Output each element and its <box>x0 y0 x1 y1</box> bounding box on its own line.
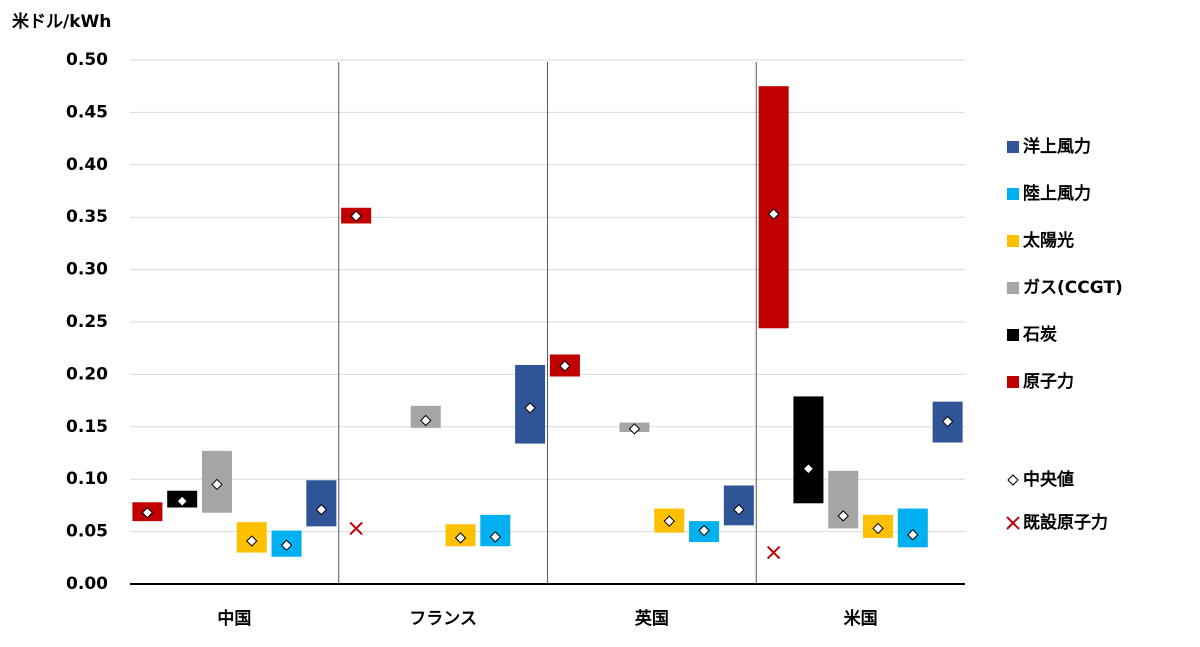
median-marker <box>176 495 188 507</box>
range-bar <box>793 396 824 504</box>
x-tick-label: 英国 <box>635 608 669 629</box>
median-marker <box>837 510 849 522</box>
median-marker <box>941 415 954 428</box>
median-marker <box>489 531 502 543</box>
y-tick-label: 0.00 <box>66 574 108 594</box>
legend-swatch <box>1007 329 1019 341</box>
legend-swatch <box>1007 188 1019 200</box>
range-bar <box>758 86 789 329</box>
existing-marker <box>349 521 363 536</box>
median-marker <box>246 535 258 547</box>
median-marker <box>872 522 884 535</box>
median-marker <box>524 402 536 414</box>
y-tick-label: 0.30 <box>66 260 108 280</box>
legend-label: 原子力 <box>1023 371 1074 392</box>
median-marker <box>767 208 780 220</box>
legend-label: 洋上風力 <box>1023 136 1091 157</box>
median-marker <box>280 539 293 551</box>
y-tick-label: 0.15 <box>66 417 108 437</box>
range-bar <box>306 480 337 527</box>
legend-swatch <box>1007 141 1019 153</box>
median-marker <box>141 507 154 519</box>
legend-label: 石炭 <box>1022 324 1057 345</box>
legend-swatch <box>1007 376 1019 388</box>
range-bar <box>897 508 928 548</box>
x-tick-label: フランス <box>409 609 477 629</box>
y-tick-label: 0.35 <box>66 207 108 227</box>
legend-label: 既設原子力 <box>1023 512 1108 533</box>
y-tick-label: 0.25 <box>66 312 108 332</box>
y-axis-label: 米ドル/kWh <box>12 11 111 32</box>
x-tick-label: 米国 <box>844 608 878 629</box>
median-marker <box>315 503 328 516</box>
median-marker <box>698 524 710 537</box>
median-marker <box>350 210 362 222</box>
legend-label: 中央値 <box>1023 469 1074 490</box>
legend-label: 太陽光 <box>1023 230 1074 251</box>
legend-label: 陸上風力 <box>1023 183 1091 204</box>
y-tick-label: 0.50 <box>66 50 108 70</box>
median-marker <box>663 515 675 527</box>
y-tick-label: 0.45 <box>66 102 108 122</box>
median-marker <box>733 503 745 516</box>
legend-existing-marker <box>1006 516 1020 530</box>
legend-median-marker <box>1007 474 1019 486</box>
legend-swatch <box>1007 282 1019 294</box>
median-marker <box>211 478 223 491</box>
y-tick-label: 0.05 <box>66 522 108 542</box>
median-marker <box>420 414 432 427</box>
existing-marker <box>766 545 781 560</box>
median-marker <box>628 423 641 435</box>
median-marker <box>454 532 467 544</box>
legend-swatch <box>1007 235 1019 247</box>
y-tick-label: 0.10 <box>66 469 108 489</box>
y-tick-label: 0.40 <box>66 155 108 175</box>
median-marker <box>802 463 815 475</box>
median-marker <box>559 360 571 372</box>
x-tick-label: 中国 <box>217 608 251 629</box>
y-tick-label: 0.20 <box>66 364 108 384</box>
median-marker <box>907 529 919 541</box>
legend-label: ガス(CCGT) <box>1023 278 1123 298</box>
